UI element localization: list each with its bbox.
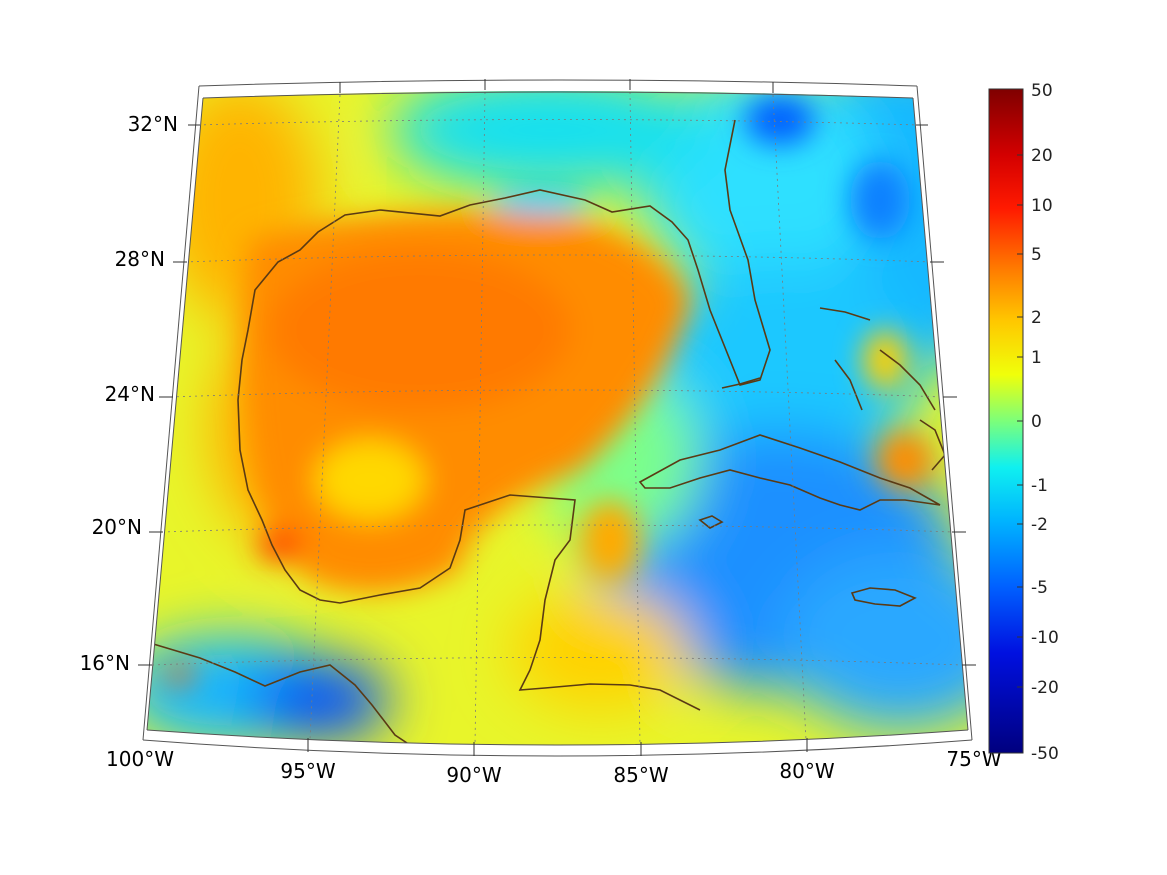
colorbar-label: -2 — [1031, 515, 1048, 535]
coastline-jamaica — [850, 587, 917, 607]
coastline-hispaniola-edge — [919, 419, 946, 471]
colorbar-label: -50 — [1031, 744, 1059, 764]
lat-tick-marks — [138, 124, 976, 666]
coastline-cuba — [638, 434, 941, 511]
colorbar-label: 5 — [1031, 245, 1042, 265]
coastline-isla-de-la-juventud — [698, 515, 724, 529]
colorbar-label: 20 — [1031, 146, 1053, 166]
coastline-gulf-mainland — [237, 119, 771, 711]
lat-labels: 32°N 28°N 24°N 20°N 16°N — [80, 112, 178, 675]
colorbar-ticks — [1017, 154, 1023, 688]
coastline-bahamas — [819, 307, 936, 411]
lat-label: 24°N — [105, 382, 155, 406]
lon-labels: 100°W 95°W 90°W 85°W 80°W 75°W — [106, 747, 1002, 787]
lon-label: 90°W — [446, 763, 501, 787]
colorbar-label: 1 — [1031, 348, 1042, 368]
colorbar-labels: 50 20 10 5 2 1 0 -1 -2 -5 -10 -20 -50 — [1031, 81, 1059, 764]
heatmap-field — [147, 91, 968, 745]
map-frame — [142, 79, 973, 757]
coastlines — [149, 119, 946, 745]
lon-label: 95°W — [280, 759, 335, 783]
colorbar-label: -5 — [1031, 578, 1048, 598]
colorbar: 50 20 10 5 2 1 0 -1 -2 -5 -10 -20 -50 — [988, 81, 1059, 764]
colorbar-label: 2 — [1031, 308, 1042, 328]
coastline-central-america — [149, 642, 411, 745]
lon-label: 100°W — [106, 747, 174, 771]
lon-label: 80°W — [779, 759, 834, 783]
colorbar-label: 0 — [1031, 412, 1042, 432]
lon-tick-marks — [307, 79, 808, 756]
graticule — [151, 91, 963, 745]
lat-label: 28°N — [115, 247, 165, 271]
coastline-florida-keys — [721, 377, 761, 389]
colorbar-label: -10 — [1031, 628, 1059, 648]
lat-label: 32°N — [128, 112, 178, 136]
lat-label: 20°N — [92, 515, 142, 539]
colorbar-label: 50 — [1031, 81, 1053, 101]
colorbar-label: -1 — [1031, 476, 1048, 496]
lat-label: 16°N — [80, 651, 130, 675]
colorbar-label: 10 — [1031, 196, 1053, 216]
colorbar-label: -20 — [1031, 678, 1059, 698]
lon-label: 85°W — [613, 763, 668, 787]
